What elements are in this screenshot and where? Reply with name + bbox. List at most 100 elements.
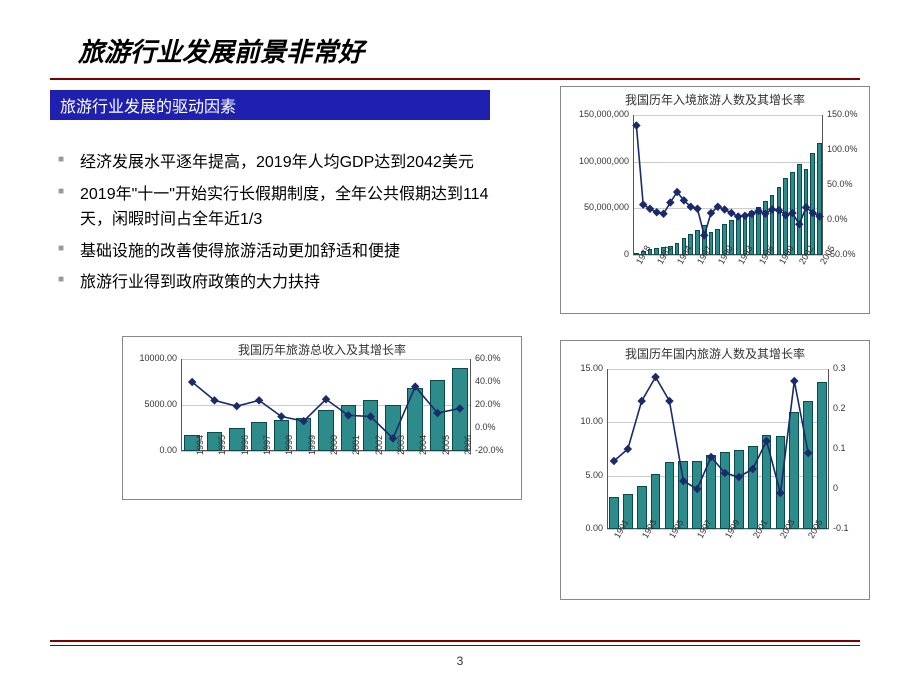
grid-line bbox=[633, 115, 823, 116]
chart-marker bbox=[637, 397, 645, 405]
chart-marker bbox=[233, 402, 241, 410]
chart-bar bbox=[748, 446, 758, 529]
chart-marker bbox=[714, 202, 722, 210]
chart-plot: 0.005.0010.0015.00-0.100.10.20.319911993… bbox=[607, 369, 829, 529]
chart-bar bbox=[756, 207, 761, 255]
x-tick-label: 1999 bbox=[307, 435, 317, 455]
chart-title: 我国历年旅游总收入及其增长率 bbox=[123, 337, 521, 360]
title-rule bbox=[50, 78, 860, 80]
y2-tick-label: 50.0% bbox=[827, 179, 853, 189]
y-axis-left bbox=[633, 115, 634, 255]
chart-marker bbox=[659, 209, 667, 217]
y2-tick-label: 150.0% bbox=[827, 109, 858, 119]
chart-marker bbox=[624, 445, 632, 453]
x-tick-label: 2006 bbox=[463, 435, 473, 455]
grid-line bbox=[181, 405, 471, 406]
chart-bar bbox=[776, 436, 786, 529]
x-tick-label: 2005 bbox=[441, 435, 451, 455]
x-tick-label: 2004 bbox=[418, 435, 428, 455]
y2-tick-label: -20.0% bbox=[475, 445, 504, 455]
chart-bar bbox=[804, 169, 809, 255]
chart-marker bbox=[790, 377, 798, 385]
y1-tick-label: 150,000,000 bbox=[563, 109, 629, 119]
x-tick-label: 2002 bbox=[374, 435, 384, 455]
x-tick-label: 1996 bbox=[240, 435, 250, 455]
bullet-item: 2019年"十一"开始实行长假期制度，全年公共假期达到114天，闲暇时间占全年近… bbox=[58, 182, 508, 233]
grid-line bbox=[607, 529, 829, 530]
y1-tick-label: 50,000,000 bbox=[563, 202, 629, 212]
page-number: 3 bbox=[0, 654, 920, 668]
chart-bar bbox=[790, 172, 795, 255]
y1-tick-label: 0 bbox=[563, 249, 629, 259]
y2-tick-label: -0.1 bbox=[833, 523, 849, 533]
chart-bar bbox=[817, 382, 827, 529]
y2-tick-label: 0.0% bbox=[475, 422, 496, 432]
y-axis-right bbox=[828, 369, 829, 529]
footer-rule bbox=[50, 640, 860, 642]
y1-tick-label: 5.00 bbox=[563, 470, 603, 480]
chart-bar bbox=[789, 412, 799, 529]
chart-marker bbox=[210, 396, 218, 404]
y2-tick-label: 40.0% bbox=[475, 376, 501, 386]
bullet-item: 基础设施的改善使得旅游活动更加舒适和便捷 bbox=[58, 239, 508, 265]
chart-bar bbox=[706, 455, 716, 529]
y1-tick-label: 15.00 bbox=[563, 363, 603, 373]
x-tick-label: 2001 bbox=[351, 435, 361, 455]
chart-bar bbox=[692, 461, 702, 529]
footer-rule-thin bbox=[50, 645, 860, 646]
y1-tick-label: 10.00 bbox=[563, 416, 603, 426]
y1-tick-label: 0.00 bbox=[563, 523, 603, 533]
chart-marker bbox=[651, 373, 659, 381]
x-tick-label: 2003 bbox=[396, 435, 406, 455]
chart-marker bbox=[653, 208, 661, 216]
chart-marker bbox=[665, 397, 673, 405]
y2-tick-label: 0.1 bbox=[833, 443, 846, 453]
chart-bar bbox=[777, 187, 782, 255]
chart-plot: 0.005000.0010000.00-20.0%0.0%20.0%40.0%6… bbox=[181, 359, 471, 451]
bullet-item: 经济发展水平逐年提高，2019年人均GDP达到2042美元 bbox=[58, 150, 508, 176]
chart-marker bbox=[322, 395, 330, 403]
grid-line bbox=[181, 359, 471, 360]
chart-bar bbox=[720, 452, 730, 529]
chart-inbound-tourists: 我国历年入境旅游人数及其增长率050,000,000100,000,000150… bbox=[560, 86, 870, 314]
y2-tick-label: 0 bbox=[833, 483, 838, 493]
x-tick-label: 1995 bbox=[217, 435, 227, 455]
chart-marker bbox=[727, 209, 735, 217]
chart-bar bbox=[810, 153, 815, 255]
x-tick-label: 1997 bbox=[262, 435, 272, 455]
page-title: 旅游行业发展前景非常好 bbox=[78, 32, 364, 69]
x-tick-label: 1994 bbox=[195, 435, 205, 455]
chart-plot: 050,000,000100,000,000150,000,000-50.0%0… bbox=[633, 115, 823, 255]
slide: 旅游行业发展前景非常好 旅游行业发展的驱动因素 经济发展水平逐年提高，2019年… bbox=[0, 0, 920, 690]
y1-tick-label: 5000.00 bbox=[125, 399, 177, 409]
y2-tick-label: 100.0% bbox=[827, 144, 858, 154]
y2-tick-label: 0.0% bbox=[827, 214, 848, 224]
chart-bar bbox=[734, 450, 744, 529]
y-axis-right bbox=[822, 115, 823, 255]
x-tick-label: 2000 bbox=[329, 435, 339, 455]
y2-tick-label: 20.0% bbox=[475, 399, 501, 409]
chart-marker bbox=[686, 202, 694, 210]
y2-tick-label: 0.3 bbox=[833, 363, 846, 373]
y1-tick-label: 0.00 bbox=[125, 445, 177, 455]
chart-marker bbox=[666, 198, 674, 206]
chart-domestic-tourists: 我国历年国内旅游人数及其增长率0.005.0010.0015.00-0.100.… bbox=[560, 340, 870, 600]
chart-marker bbox=[188, 378, 196, 386]
chart-bar bbox=[715, 229, 720, 255]
y-axis-left bbox=[181, 359, 182, 451]
chart-bar bbox=[803, 401, 813, 529]
chart-bar bbox=[637, 486, 647, 529]
chart-marker bbox=[707, 209, 715, 217]
subtitle-bar: 旅游行业发展的驱动因素 bbox=[50, 90, 490, 120]
bullet-item: 旅游行业得到政府政策的大力扶持 bbox=[58, 270, 508, 296]
y1-tick-label: 10000.00 bbox=[125, 353, 177, 363]
grid-line bbox=[607, 369, 829, 370]
bullet-list: 经济发展水平逐年提高，2019年人均GDP达到2042美元 2019年"十一"开… bbox=[58, 150, 508, 302]
grid-line bbox=[633, 162, 823, 163]
y1-tick-label: 100,000,000 bbox=[563, 156, 629, 166]
y2-tick-label: 60.0% bbox=[475, 353, 501, 363]
y-axis-left bbox=[607, 369, 608, 529]
chart-bar bbox=[665, 462, 675, 529]
chart-title: 我国历年入境旅游人数及其增长率 bbox=[561, 87, 869, 110]
y2-tick-label: 0.2 bbox=[833, 403, 846, 413]
